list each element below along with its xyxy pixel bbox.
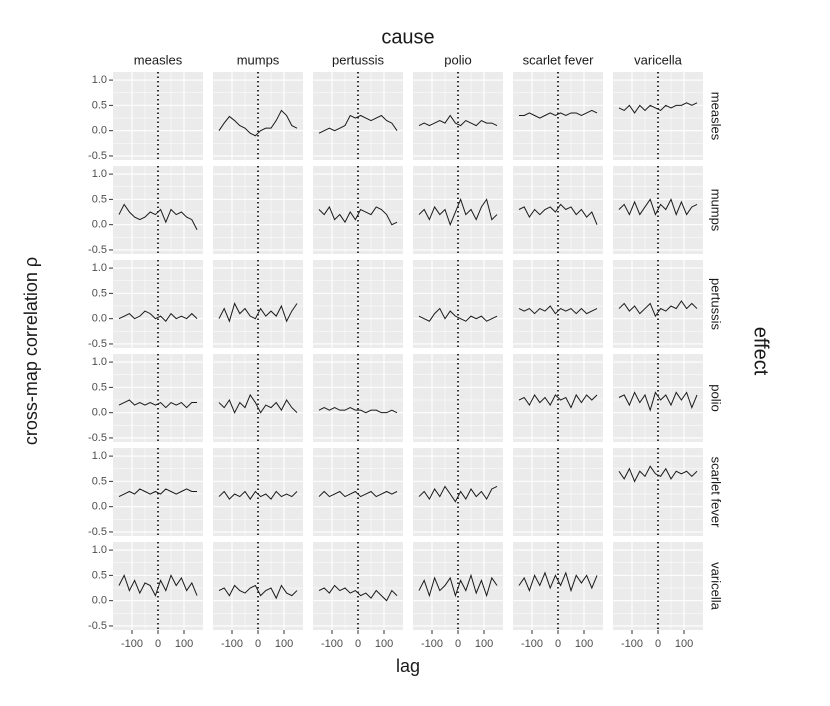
line — [518, 571, 598, 593]
y-tick-label: 0.5 — [92, 287, 107, 299]
y-axis-title: cross-map correlation ρ — [21, 257, 41, 445]
y-tick-label: 0.5 — [92, 569, 107, 581]
line — [318, 490, 398, 498]
x-tick-label: -100 — [221, 638, 243, 650]
y-tick-label: 1.0 — [92, 74, 107, 86]
x-tick-label: -100 — [321, 638, 343, 650]
line — [618, 102, 698, 114]
x-axis-title: lag — [396, 656, 420, 676]
line — [118, 399, 198, 409]
y-tick-label: -0.5 — [88, 244, 107, 256]
row-strip-label: varicella — [709, 562, 724, 610]
x-tick-label: 0 — [155, 638, 161, 650]
x-tick-label: 0 — [455, 638, 461, 650]
line — [518, 203, 598, 225]
line — [618, 300, 698, 318]
line — [518, 109, 598, 119]
column-strip-label: pertussis — [332, 52, 385, 67]
y-tick-label: 1.0 — [92, 262, 107, 274]
y-tick-label: 0.5 — [92, 99, 107, 111]
y-tick-label: 0.0 — [92, 219, 107, 231]
line — [218, 584, 298, 600]
line — [318, 114, 398, 134]
line — [418, 307, 498, 322]
y-tick-label: 0.0 — [92, 407, 107, 419]
y-tick-label: -0.5 — [88, 620, 107, 632]
line — [418, 197, 498, 227]
row-strip-label: scarlet fever — [709, 457, 724, 528]
chart-title: cause — [381, 26, 434, 48]
line — [318, 584, 398, 602]
line — [318, 205, 398, 226]
line — [518, 393, 598, 409]
x-tick-label: -100 — [621, 638, 643, 650]
line — [318, 407, 398, 414]
x-tick-label: -100 — [421, 638, 443, 650]
line — [118, 203, 198, 230]
line — [218, 490, 298, 500]
line — [618, 465, 698, 483]
y-tick-label: 1.0 — [92, 450, 107, 462]
x-tick-label: 0 — [255, 638, 261, 650]
x-tick-label: -100 — [121, 638, 143, 650]
x-tick-label: 100 — [375, 638, 393, 650]
row-strip-label: mumps — [709, 189, 724, 232]
y-tick-label: -0.5 — [88, 526, 107, 538]
y-tick-label: 0.0 — [92, 501, 107, 513]
y-tick-label: 0.0 — [92, 595, 107, 607]
line — [618, 198, 698, 216]
y-tick-label: 1.0 — [92, 544, 107, 556]
x-tick-label: 100 — [175, 638, 193, 650]
y-tick-label: -0.5 — [88, 432, 107, 444]
line — [118, 574, 198, 597]
row-strip-label: measles — [709, 92, 724, 141]
line — [518, 305, 598, 315]
row-strip-label: pertussis — [709, 278, 724, 331]
line — [118, 488, 198, 497]
column-strip-label: polio — [444, 52, 471, 67]
line — [618, 391, 698, 412]
column-strip-label: varicella — [634, 52, 682, 67]
line — [218, 393, 298, 414]
line — [418, 485, 498, 503]
x-tick-label: 0 — [555, 638, 561, 650]
x-tick-label: 0 — [355, 638, 361, 650]
x-tick-label: -100 — [521, 638, 543, 650]
x-tick-label: 0 — [655, 638, 661, 650]
y-tick-label: 0.5 — [92, 193, 107, 205]
x-tick-label: 100 — [275, 638, 293, 650]
y-tick-label: -0.5 — [88, 150, 107, 162]
y-tick-label: 0.0 — [92, 125, 107, 137]
y-tick-label: 1.0 — [92, 168, 107, 180]
line — [418, 573, 498, 598]
line — [418, 114, 498, 127]
x-tick-label: 100 — [475, 638, 493, 650]
x-tick-label: 100 — [675, 638, 693, 650]
y-tick-label: 0.5 — [92, 475, 107, 487]
x-tick-label: 100 — [575, 638, 593, 650]
column-strip-label: measles — [134, 52, 183, 67]
y-tick-label: 0.5 — [92, 381, 107, 393]
column-strip-label: mumps — [237, 52, 280, 67]
row-title: effect — [750, 327, 772, 376]
y-tick-label: 0.0 — [92, 313, 107, 325]
column-strip-label: scarlet fever — [523, 52, 594, 67]
line — [218, 109, 298, 137]
y-tick-label: 1.0 — [92, 356, 107, 368]
line — [118, 310, 198, 322]
row-strip-label: polio — [709, 384, 724, 411]
y-tick-label: -0.5 — [88, 338, 107, 350]
line — [218, 302, 298, 323]
